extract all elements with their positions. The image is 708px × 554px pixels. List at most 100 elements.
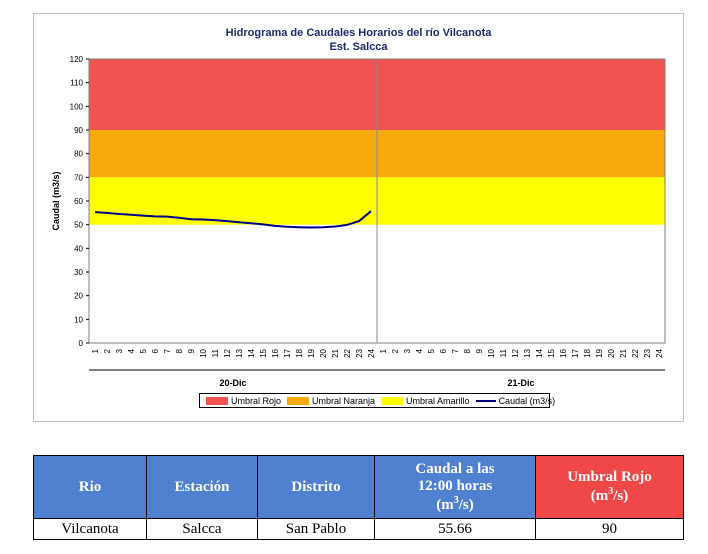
y-tick-label-3: 30 bbox=[74, 268, 83, 277]
day-label-1: 21-Dic bbox=[507, 378, 534, 388]
header-caudal: Caudal a las 12:00 horas (m3/s) bbox=[374, 455, 536, 519]
x-tick-label-15: 16 bbox=[271, 348, 280, 357]
x-tick-label-45: 22 bbox=[631, 348, 640, 357]
legend-label-rojo: Umbral Rojo bbox=[231, 395, 282, 406]
x-tick-label-31: 8 bbox=[463, 348, 472, 353]
header-caudal-unit: (m3/s) bbox=[436, 494, 474, 513]
y-tick-label-2: 20 bbox=[74, 292, 83, 301]
x-tick-label-30: 7 bbox=[451, 348, 460, 353]
x-tick-label-9: 10 bbox=[199, 348, 208, 357]
x-tick-label-35: 12 bbox=[511, 348, 520, 357]
y-tick-label-9: 90 bbox=[74, 126, 83, 135]
x-tick-label-19: 20 bbox=[319, 348, 328, 357]
x-tick-label-26: 3 bbox=[403, 348, 412, 353]
x-tick-label-40: 17 bbox=[571, 348, 580, 357]
x-tick-label-1: 2 bbox=[103, 348, 112, 353]
x-tick-label-34: 11 bbox=[499, 348, 508, 357]
table-row: Vilcanota Salcca San Pablo 55.66 90 bbox=[33, 518, 684, 540]
x-tick-label-38: 15 bbox=[547, 348, 556, 357]
legend-item-caudal: Caudal (m3/s) bbox=[475, 395, 556, 406]
x-tick-label-39: 16 bbox=[559, 348, 568, 357]
legend-label-naranja: Umbral Naranja bbox=[312, 395, 376, 406]
x-tick-label-37: 14 bbox=[535, 348, 544, 357]
station-table-header: Rio Estación Distrito Caudal a las 12:00… bbox=[33, 455, 684, 519]
cell-umbral: 90 bbox=[535, 518, 684, 540]
x-tick-label-0: 1 bbox=[91, 348, 100, 353]
day-label-0: 20-Dic bbox=[219, 378, 246, 388]
chart-title-main: Hidrograma de Caudales Horarios del río … bbox=[225, 27, 492, 39]
x-tick-label-14: 15 bbox=[259, 348, 268, 357]
x-tick-label-3: 4 bbox=[127, 348, 136, 353]
legend-swatch-naranja bbox=[287, 396, 310, 405]
x-tick-label-16: 17 bbox=[283, 348, 292, 357]
x-tick-label-43: 20 bbox=[607, 348, 616, 357]
chart-frame: Hidrograma de Caudales Horarios del río … bbox=[33, 13, 684, 422]
x-tick-label-27: 4 bbox=[415, 348, 424, 353]
legend-swatch-rojo bbox=[206, 396, 228, 405]
legend-item-amarillo: Umbral Amarillo bbox=[381, 396, 470, 406]
header-caudal-line1: Caudal a las bbox=[415, 460, 495, 477]
x-tick-label-42: 19 bbox=[595, 348, 604, 357]
chart-title: Hidrograma de Caudales Horarios del río … bbox=[34, 26, 683, 54]
x-tick-label-41: 18 bbox=[583, 348, 592, 357]
x-tick-label-33: 10 bbox=[487, 348, 496, 357]
y-tick-label-8: 80 bbox=[74, 150, 83, 159]
x-tick-label-44: 21 bbox=[619, 348, 628, 357]
legend-label-caudal: Caudal (m3/s) bbox=[498, 395, 556, 406]
y-tick-label-1: 10 bbox=[74, 315, 83, 324]
x-tick-label-13: 14 bbox=[247, 348, 256, 357]
y-tick-label-0: 0 bbox=[79, 339, 84, 348]
legend-item-naranja: Umbral Naranja bbox=[287, 396, 375, 406]
x-tick-label-8: 9 bbox=[187, 348, 196, 353]
x-tick-label-20: 21 bbox=[331, 348, 340, 357]
y-tick-label-6: 60 bbox=[74, 197, 83, 206]
legend-item-rojo: Umbral Rojo bbox=[206, 396, 281, 406]
x-tick-label-47: 24 bbox=[655, 348, 664, 357]
x-tick-label-21: 22 bbox=[343, 348, 352, 357]
y-tick-label-4: 40 bbox=[74, 244, 83, 253]
x-tick-label-5: 6 bbox=[151, 348, 160, 353]
chart-subtitle: Est. Salcca bbox=[329, 41, 388, 53]
cell-estacion: Salcca bbox=[146, 518, 258, 540]
y-tick-label-11: 110 bbox=[70, 79, 83, 88]
x-tick-label-11: 12 bbox=[223, 348, 232, 357]
cell-caudal: 55.66 bbox=[374, 518, 536, 540]
x-tick-label-24: 1 bbox=[379, 348, 388, 353]
header-rio: Rio bbox=[33, 455, 147, 519]
cell-distrito: San Pablo bbox=[257, 518, 375, 540]
x-tick-label-25: 2 bbox=[391, 348, 400, 353]
x-tick-label-18: 19 bbox=[307, 348, 316, 357]
x-tick-label-36: 13 bbox=[523, 348, 532, 357]
x-tick-label-46: 23 bbox=[643, 348, 652, 357]
y-tick-label-5: 50 bbox=[74, 221, 83, 230]
series-line-0 bbox=[94, 210, 372, 229]
y-tick-label-7: 70 bbox=[74, 173, 83, 182]
header-umbral-unit: (m3/s) bbox=[590, 486, 629, 504]
cell-rio: Vilcanota bbox=[33, 518, 147, 540]
legend-line-caudal bbox=[475, 399, 496, 402]
x-tick-label-7: 8 bbox=[175, 348, 184, 353]
x-tick-label-17: 18 bbox=[295, 348, 304, 357]
x-tick-label-28: 5 bbox=[427, 348, 436, 353]
header-umbral-line1: Umbral Rojo bbox=[567, 469, 652, 485]
x-tick-label-6: 7 bbox=[163, 348, 172, 353]
legend-label-amarillo: Umbral Amarillo bbox=[406, 395, 470, 406]
y-tick-label-10: 100 bbox=[70, 102, 84, 111]
x-tick-label-23: 24 bbox=[367, 348, 376, 357]
header-umbral: Umbral Rojo (m3/s) bbox=[535, 455, 684, 519]
x-tick-label-2: 3 bbox=[115, 348, 124, 353]
y-axis-label: Caudal (m3/s) bbox=[51, 171, 61, 230]
x-tick-label-32: 9 bbox=[475, 348, 484, 353]
x-tick-label-29: 6 bbox=[439, 348, 448, 353]
station-table: Rio Estación Distrito Caudal a las 12:00… bbox=[33, 455, 684, 540]
header-caudal-line2: 12:00 horas bbox=[417, 477, 493, 494]
x-tick-label-10: 11 bbox=[211, 348, 220, 357]
y-tick-label-12: 120 bbox=[70, 55, 84, 64]
x-tick-label-12: 13 bbox=[235, 348, 244, 357]
header-distrito: Distrito bbox=[257, 455, 375, 519]
x-tick-label-4: 5 bbox=[139, 348, 148, 353]
chart-legend: Umbral Rojo Umbral Naranja Umbral Amaril… bbox=[199, 393, 555, 408]
legend-swatch-amarillo bbox=[381, 396, 404, 405]
x-tick-label-22: 23 bbox=[355, 348, 364, 357]
